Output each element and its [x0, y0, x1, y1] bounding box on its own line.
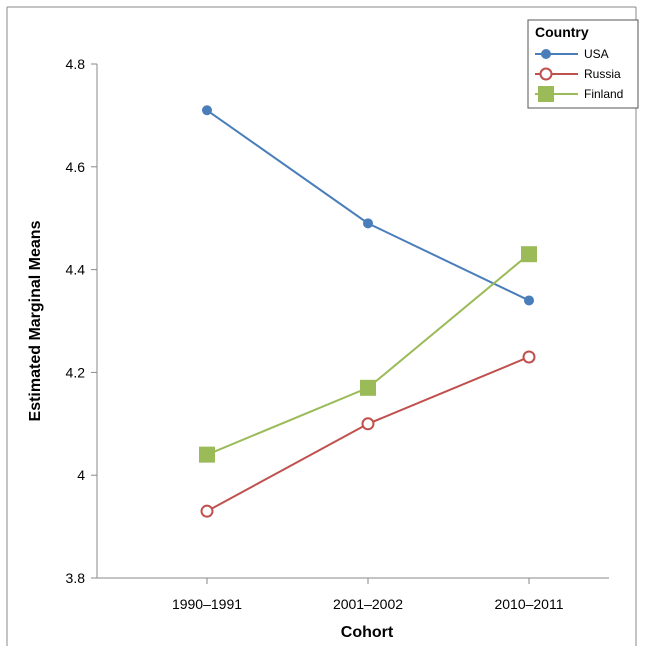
y-tick-label: 3.8 [66, 570, 86, 586]
x-axis-title: Cohort [341, 624, 394, 641]
x-tick-label: 1990–1991 [172, 596, 242, 612]
x-ticks: 1990–1991 2001–2002 2010–2011 [172, 578, 564, 612]
data-point-russia [361, 417, 375, 431]
legend-label-usa: USA [584, 47, 609, 61]
data-point-finland [360, 379, 376, 396]
legend-marker-russia [539, 67, 553, 81]
y-tick-label: 4.6 [66, 159, 86, 175]
y-axis-title: Estimated Marginal Means [27, 220, 44, 421]
legend-label-russia: Russia [584, 67, 621, 81]
legend: Country USA Russia Finland [527, 19, 639, 109]
data-point-finland [199, 446, 215, 463]
series-line-usa [206, 109, 530, 302]
y-ticks: 3.8 4 4.2 4.4 4.6 4.8 [66, 56, 97, 586]
legend-items: USA Russia Finland [535, 47, 623, 102]
data-point-russia [200, 504, 214, 518]
y-tick-label: 4.8 [66, 56, 86, 72]
data-point-usa [202, 105, 212, 116]
legend-label-finland: Finland [584, 87, 623, 101]
legend-title: Country [535, 24, 589, 40]
legend-marker-usa [541, 49, 551, 59]
data-point-finland [521, 246, 537, 263]
legend-marker-finland [538, 86, 554, 102]
y-tick-label: 4.2 [66, 364, 86, 380]
data-point-usa [363, 218, 373, 229]
x-tick-label: 2010–2011 [494, 596, 563, 612]
series-layer [199, 105, 537, 518]
data-point-russia [522, 350, 536, 364]
y-tick-label: 4.4 [66, 262, 86, 278]
y-tick-label: 4 [77, 467, 85, 483]
data-point-usa [524, 295, 534, 306]
x-tick-label: 2001–2002 [333, 596, 403, 612]
